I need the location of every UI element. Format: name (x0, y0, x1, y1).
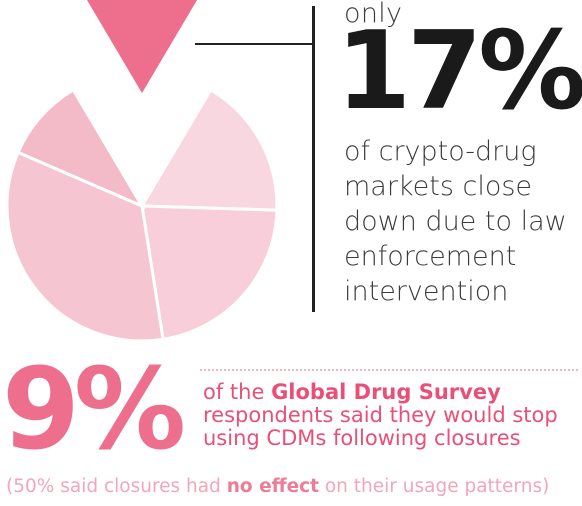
connector-line (195, 43, 314, 45)
survey-source: Global Drug Survey (271, 380, 501, 404)
headline-prefix: only (344, 0, 403, 29)
vertical-divider (312, 6, 315, 312)
headline-percent: 17% (336, 9, 582, 134)
survey-percent: 9% (2, 345, 186, 475)
footnote-open: (50% said closures had (6, 476, 227, 497)
pie-slice (140, 204, 279, 342)
pie-slice-highlight (83, 0, 201, 99)
footnote-close: on their usage patterns) (318, 476, 550, 497)
dotted-divider (200, 369, 578, 371)
pie-slice (139, 87, 279, 212)
pie-chart (5, 0, 279, 343)
footnote-emphasis: no effect (226, 476, 319, 497)
headline-description: of crypto-drug markets close down due to… (344, 136, 567, 307)
footnote: (50% said closures had no effect on thei… (6, 476, 549, 497)
survey-statement: of the Global Drug Survey respondents sa… (203, 381, 581, 450)
pie-slice (16, 87, 146, 210)
survey-lead: of the (203, 380, 272, 404)
survey-rest: respondents said they would stop using C… (203, 403, 558, 450)
